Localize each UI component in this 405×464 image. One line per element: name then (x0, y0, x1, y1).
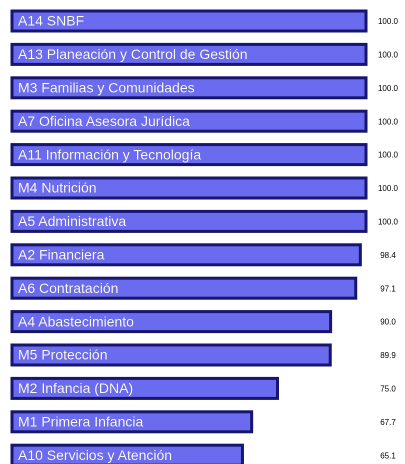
bar (10, 376, 279, 400)
bar-label-inside: A6 Contratación (18, 280, 118, 296)
bar-label-inside: A11 Información y Tecnología (18, 146, 201, 162)
value-label: 98.4 (380, 251, 396, 260)
bar-label-inside: A10 Servicios y Atención (18, 447, 172, 463)
bar (10, 343, 332, 367)
value-label: 100.0 (378, 218, 399, 227)
bar-label-inside: A2 Financiera (18, 247, 105, 263)
bar-label-inside: M4 Nutrición (18, 180, 97, 196)
bar-label: M5 Protección (18, 347, 107, 363)
bar-label: A14 SNBF (18, 13, 84, 29)
bar-label-inside: A14 SNBF (18, 13, 84, 29)
value-label: 100.0 (378, 151, 399, 160)
value-label: 100.0 (378, 184, 399, 193)
bar-label-inside: M2 Infancia (DNA) (18, 380, 133, 396)
bar (10, 209, 368, 233)
bar-label: M1 Primera Infancia (18, 414, 143, 430)
value-label: 97.1 (380, 284, 396, 293)
bar-label-inside: A13 Planeación y Control de Gestión (18, 46, 248, 62)
value-label: 100.0 (378, 51, 399, 60)
bar (10, 42, 368, 66)
bar (10, 410, 254, 434)
bar (10, 276, 358, 300)
bar-label: A2 Financiera (18, 247, 105, 263)
bar-label-inside: A7 Oficina Asesora Jurídica (18, 113, 190, 129)
bar-label: M3 Familias y Comunidades (18, 80, 195, 96)
bar-label: A13 Planeación y Control de Gestión (18, 46, 248, 62)
bar-label: A4 Abastecimiento (18, 313, 134, 329)
bar (10, 243, 362, 267)
bar-label-inside: A5 Administrativa (18, 213, 126, 229)
bar (10, 176, 368, 200)
bar-label-inside: M3 Familias y Comunidades (18, 80, 195, 96)
value-label: 90.0 (380, 318, 396, 327)
bar-label: A7 Oficina Asesora Jurídica (18, 113, 190, 129)
bar (10, 310, 333, 334)
bar-label-inside: M1 Primera Infancia (18, 414, 143, 430)
bar-label-inside: M5 Protección (18, 347, 107, 363)
bar-label: A6 Contratación (18, 280, 118, 296)
bar-label: M4 Nutrición (18, 180, 97, 196)
bar (10, 109, 368, 133)
value-label: 75.0 (380, 385, 396, 394)
value-label: 65.1 (380, 451, 396, 460)
value-label: 100.0 (378, 117, 399, 126)
value-label: 100.0 (378, 17, 399, 26)
bar (10, 76, 368, 100)
bar-label: A5 Administrativa (18, 213, 126, 229)
value-label: 67.7 (380, 418, 396, 427)
bar (10, 9, 368, 33)
bar-label-inside: A4 Abastecimiento (18, 313, 134, 329)
bar-label: A10 Servicios y Atención (18, 447, 172, 463)
bar (10, 443, 244, 464)
value-label: 100.0 (378, 84, 399, 93)
value-label: 89.9 (380, 351, 396, 360)
bar-label: A11 Información y Tecnología (18, 146, 201, 162)
bar-label: M2 Infancia (DNA) (18, 380, 133, 396)
bar (10, 143, 368, 167)
